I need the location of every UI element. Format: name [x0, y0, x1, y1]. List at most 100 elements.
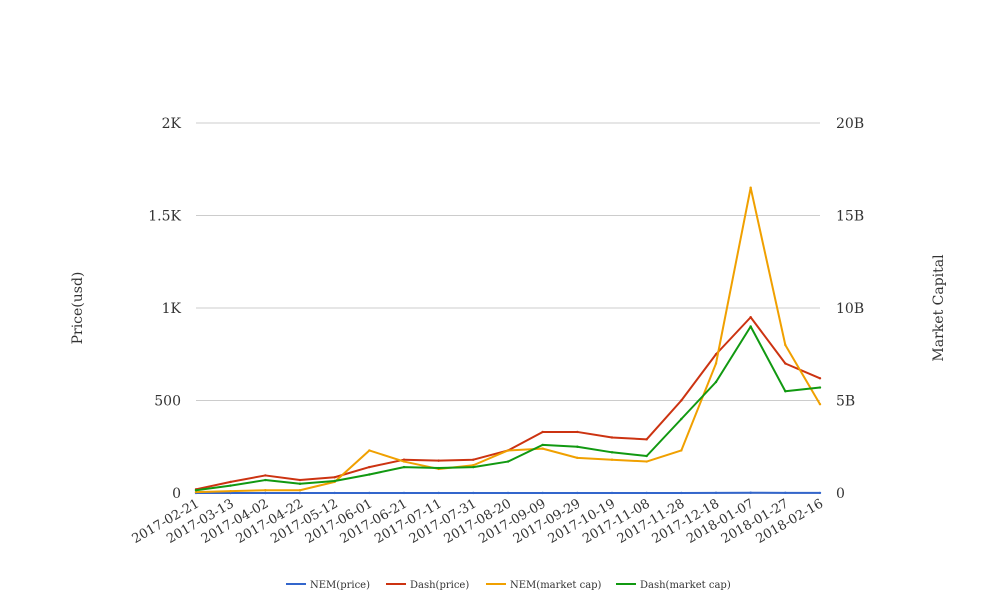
data-point: [610, 436, 614, 439]
data-point: [506, 449, 510, 452]
legend-item: NEM(price): [286, 580, 370, 591]
series-NEM(market cap): [194, 186, 822, 494]
legend-label: Dash(price): [410, 580, 469, 591]
series-lines: [194, 186, 822, 495]
data-point: [229, 491, 232, 495]
data-point: [298, 491, 302, 495]
data-point: [645, 454, 648, 458]
legend-item: Dash(market cap): [616, 580, 731, 591]
data-point: [610, 451, 614, 454]
data-point: [298, 489, 302, 492]
left-axis-title: Price(usd): [70, 272, 86, 345]
data-point: [194, 490, 198, 494]
data-point: [576, 445, 579, 448]
data-point: [645, 438, 648, 441]
data-point: [333, 476, 336, 479]
series-line: [195, 325, 821, 492]
data-point: [576, 491, 579, 495]
legend-item: Dash(price): [386, 580, 469, 591]
data-point: [714, 362, 718, 365]
series-NEM(price): [194, 491, 822, 495]
data-point: [402, 458, 406, 461]
data-point: [714, 491, 718, 495]
data-point: [333, 491, 336, 495]
data-point: [714, 353, 718, 356]
data-point: [541, 491, 544, 495]
right-axis-ticks: 0 5B 10B 15B 20B: [836, 116, 864, 502]
left-tick-label: 500: [154, 394, 181, 410]
x-axis-ticks: 2017-02-212017-03-132017-04-022017-04-22…: [130, 496, 826, 546]
data-point: [680, 417, 683, 421]
data-point: [298, 478, 302, 482]
data-point: [749, 186, 752, 189]
right-tick-label: 0: [836, 486, 845, 502]
left-axis-ticks: 0 500 1K 1.5K 2K: [148, 116, 181, 502]
data-point: [402, 491, 406, 495]
data-point: [368, 449, 371, 452]
data-point: [680, 491, 683, 495]
right-tick-label: 15B: [836, 209, 864, 225]
right-tick-label: 20B: [836, 116, 864, 132]
data-point: [645, 460, 648, 463]
data-point: [818, 377, 822, 380]
left-tick-label: 1.5K: [148, 209, 181, 225]
left-tick-label: 2K: [162, 116, 182, 132]
data-point: [576, 456, 579, 460]
data-point: [264, 491, 267, 495]
data-point: [749, 325, 752, 328]
data-point: [229, 489, 232, 493]
grid-lines: [196, 122, 820, 401]
data-point: [576, 430, 579, 434]
data-point: [506, 460, 510, 463]
data-point: [784, 343, 787, 347]
data-point: [541, 443, 544, 447]
data-point: [541, 447, 544, 450]
data-point: [818, 403, 822, 406]
series-line: [195, 186, 821, 494]
data-point: [784, 390, 787, 393]
data-point: [749, 316, 752, 319]
data-point: [680, 399, 683, 402]
data-point: [402, 460, 406, 463]
data-point: [610, 458, 614, 461]
data-point: [541, 430, 544, 434]
data-point: [472, 491, 475, 495]
data-point: [784, 491, 787, 495]
data-point: [402, 465, 406, 469]
data-point: [818, 386, 822, 389]
series-Dash(price): [194, 316, 822, 491]
data-point: [472, 464, 475, 467]
data-point: [506, 491, 510, 495]
data-point: [194, 489, 198, 492]
legend-item: NEM(market cap): [486, 580, 602, 591]
data-point: [229, 484, 232, 487]
data-point: [264, 474, 267, 477]
data-point: [437, 491, 440, 495]
legend-label: NEM(market cap): [510, 580, 602, 591]
series-Dash(market cap): [194, 325, 822, 492]
series-line: [195, 316, 821, 491]
data-point: [818, 491, 822, 495]
data-point: [368, 473, 371, 476]
data-point: [714, 380, 718, 384]
right-axis-title: Market Capital: [931, 254, 947, 362]
data-point: [437, 459, 440, 462]
legend-label: Dash(market cap): [640, 580, 731, 591]
data-point: [610, 491, 614, 495]
data-point: [368, 465, 371, 469]
data-point: [645, 491, 648, 495]
data-point: [784, 362, 787, 365]
left-tick-label: 0: [172, 486, 181, 502]
legend-label: NEM(price): [310, 580, 370, 591]
data-point: [298, 482, 302, 485]
right-tick-label: 5B: [836, 394, 855, 410]
data-point: [472, 458, 475, 461]
data-point: [680, 449, 683, 452]
left-tick-label: 1K: [162, 301, 182, 317]
data-point: [229, 480, 232, 484]
data-point: [264, 489, 267, 492]
data-point: [264, 478, 267, 482]
data-point: [333, 479, 336, 483]
data-point: [368, 491, 371, 495]
